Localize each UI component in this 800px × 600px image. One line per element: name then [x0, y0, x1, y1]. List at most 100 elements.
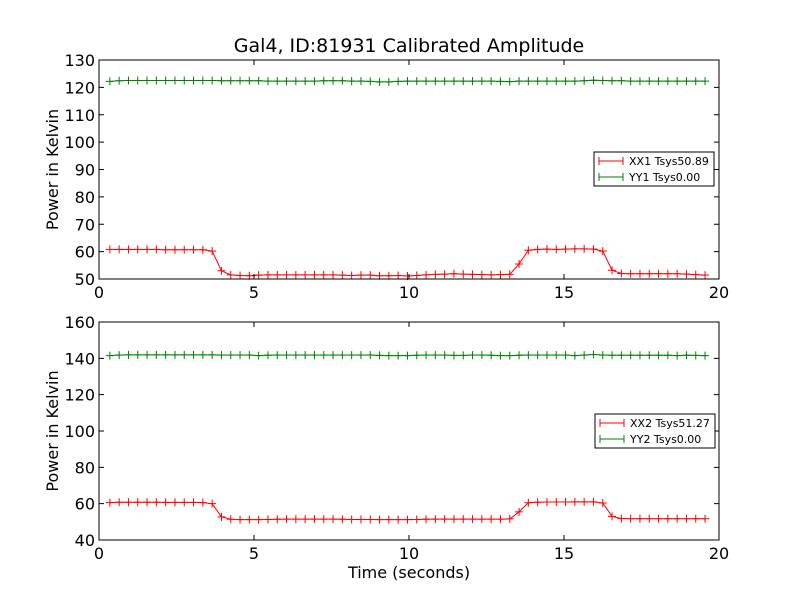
- data-point: [301, 351, 310, 360]
- y-axis-label: Power in Kelvin: [43, 109, 62, 230]
- data-point: [143, 245, 152, 254]
- legend: XX1 Tsys50.89 YY1 Tsys0.00: [593, 151, 715, 187]
- data-point: [338, 271, 347, 280]
- data-point: [105, 245, 114, 254]
- data-point: [635, 514, 644, 523]
- data-point: [440, 270, 449, 279]
- data-point: [691, 351, 700, 360]
- data-point: [291, 351, 300, 360]
- legend-marker: [598, 173, 624, 181]
- data-point: [570, 244, 579, 253]
- data-point: [180, 498, 189, 507]
- data-point: [663, 351, 672, 360]
- data-point: [580, 497, 589, 506]
- data-point: [208, 350, 217, 359]
- y-tick-label: 140: [64, 349, 95, 368]
- y-tick-label: 40: [75, 531, 95, 550]
- data-point: [412, 271, 421, 280]
- data-point: [282, 270, 291, 279]
- data-point: [515, 507, 524, 516]
- data-point: [524, 77, 533, 86]
- legend-entry-label: XX2 Tsys51.27: [630, 417, 710, 430]
- y-tick-label: 60: [75, 495, 95, 514]
- data-point: [701, 351, 710, 360]
- data-point: [552, 245, 561, 254]
- data-point: [356, 271, 365, 280]
- data-point: [375, 77, 384, 86]
- data-point: [663, 514, 672, 523]
- data-point: [329, 76, 338, 85]
- data-point: [170, 245, 179, 254]
- data-point: [217, 266, 226, 275]
- data-point: [115, 76, 124, 85]
- data-point: [459, 351, 468, 360]
- data-point: [580, 351, 589, 360]
- data-point: [282, 351, 291, 360]
- data-point: [263, 515, 272, 524]
- data-point: [645, 514, 654, 523]
- y-tick-label: 70: [75, 215, 95, 234]
- data-point: [133, 498, 142, 507]
- data-point: [552, 77, 561, 86]
- x-tick-label: 5: [249, 283, 259, 302]
- data-point: [189, 350, 198, 359]
- data-point: [570, 497, 579, 506]
- data-point: [422, 77, 431, 86]
- y-tick-label: 100: [64, 422, 95, 441]
- data-point: [654, 514, 663, 523]
- subplot-1: 0 5 10 15 20 50 60 70 80 90 100 110 120 130 Gal4, ID:8…: [43, 35, 729, 302]
- data-point: [449, 269, 458, 278]
- data-point: [542, 351, 551, 360]
- data-point: [356, 351, 365, 360]
- data-point: [347, 351, 356, 360]
- data-point: [533, 498, 542, 507]
- data-point: [217, 351, 226, 360]
- y-tick-label: 120: [64, 78, 95, 97]
- data-point: [626, 514, 635, 523]
- data-point: [449, 515, 458, 524]
- data-point: [542, 77, 551, 86]
- data-point: [505, 351, 514, 360]
- data-point: [608, 266, 617, 275]
- data-point: [645, 77, 654, 86]
- data-point: [598, 351, 607, 360]
- data-point: [310, 351, 319, 360]
- data-point: [291, 515, 300, 524]
- data-point: [422, 270, 431, 279]
- data-point: [477, 270, 486, 279]
- data-point: [561, 245, 570, 254]
- x-axis-label: Time (seconds): [347, 563, 470, 582]
- data-point: [161, 350, 170, 359]
- data-point: [542, 245, 551, 254]
- data-point: [189, 498, 198, 507]
- data-point: [338, 76, 347, 85]
- x-tick-label: 20: [709, 283, 729, 302]
- data-point: [254, 271, 263, 280]
- data-point: [198, 245, 207, 254]
- data-point: [682, 351, 691, 360]
- data-point: [617, 269, 626, 278]
- data-point: [161, 498, 170, 507]
- data-point: [645, 351, 654, 360]
- data-point: [180, 245, 189, 254]
- data-point: [236, 351, 245, 360]
- data-point: [245, 515, 254, 524]
- data-point: [254, 351, 263, 360]
- data-point: [152, 498, 161, 507]
- data-point: [570, 77, 579, 86]
- x-tick-label: 5: [249, 544, 259, 563]
- data-point: [115, 351, 124, 360]
- data-point: [598, 247, 607, 256]
- data-point: [198, 498, 207, 507]
- data-point: [422, 351, 431, 360]
- data-point: [533, 245, 542, 254]
- y-tick-label: 130: [64, 51, 95, 70]
- data-point: [310, 515, 319, 524]
- legend-marker: [598, 157, 624, 165]
- data-point: [208, 247, 217, 256]
- data-point: [561, 77, 570, 86]
- data-point: [245, 76, 254, 85]
- data-point: [217, 76, 226, 85]
- data-point: [635, 351, 644, 360]
